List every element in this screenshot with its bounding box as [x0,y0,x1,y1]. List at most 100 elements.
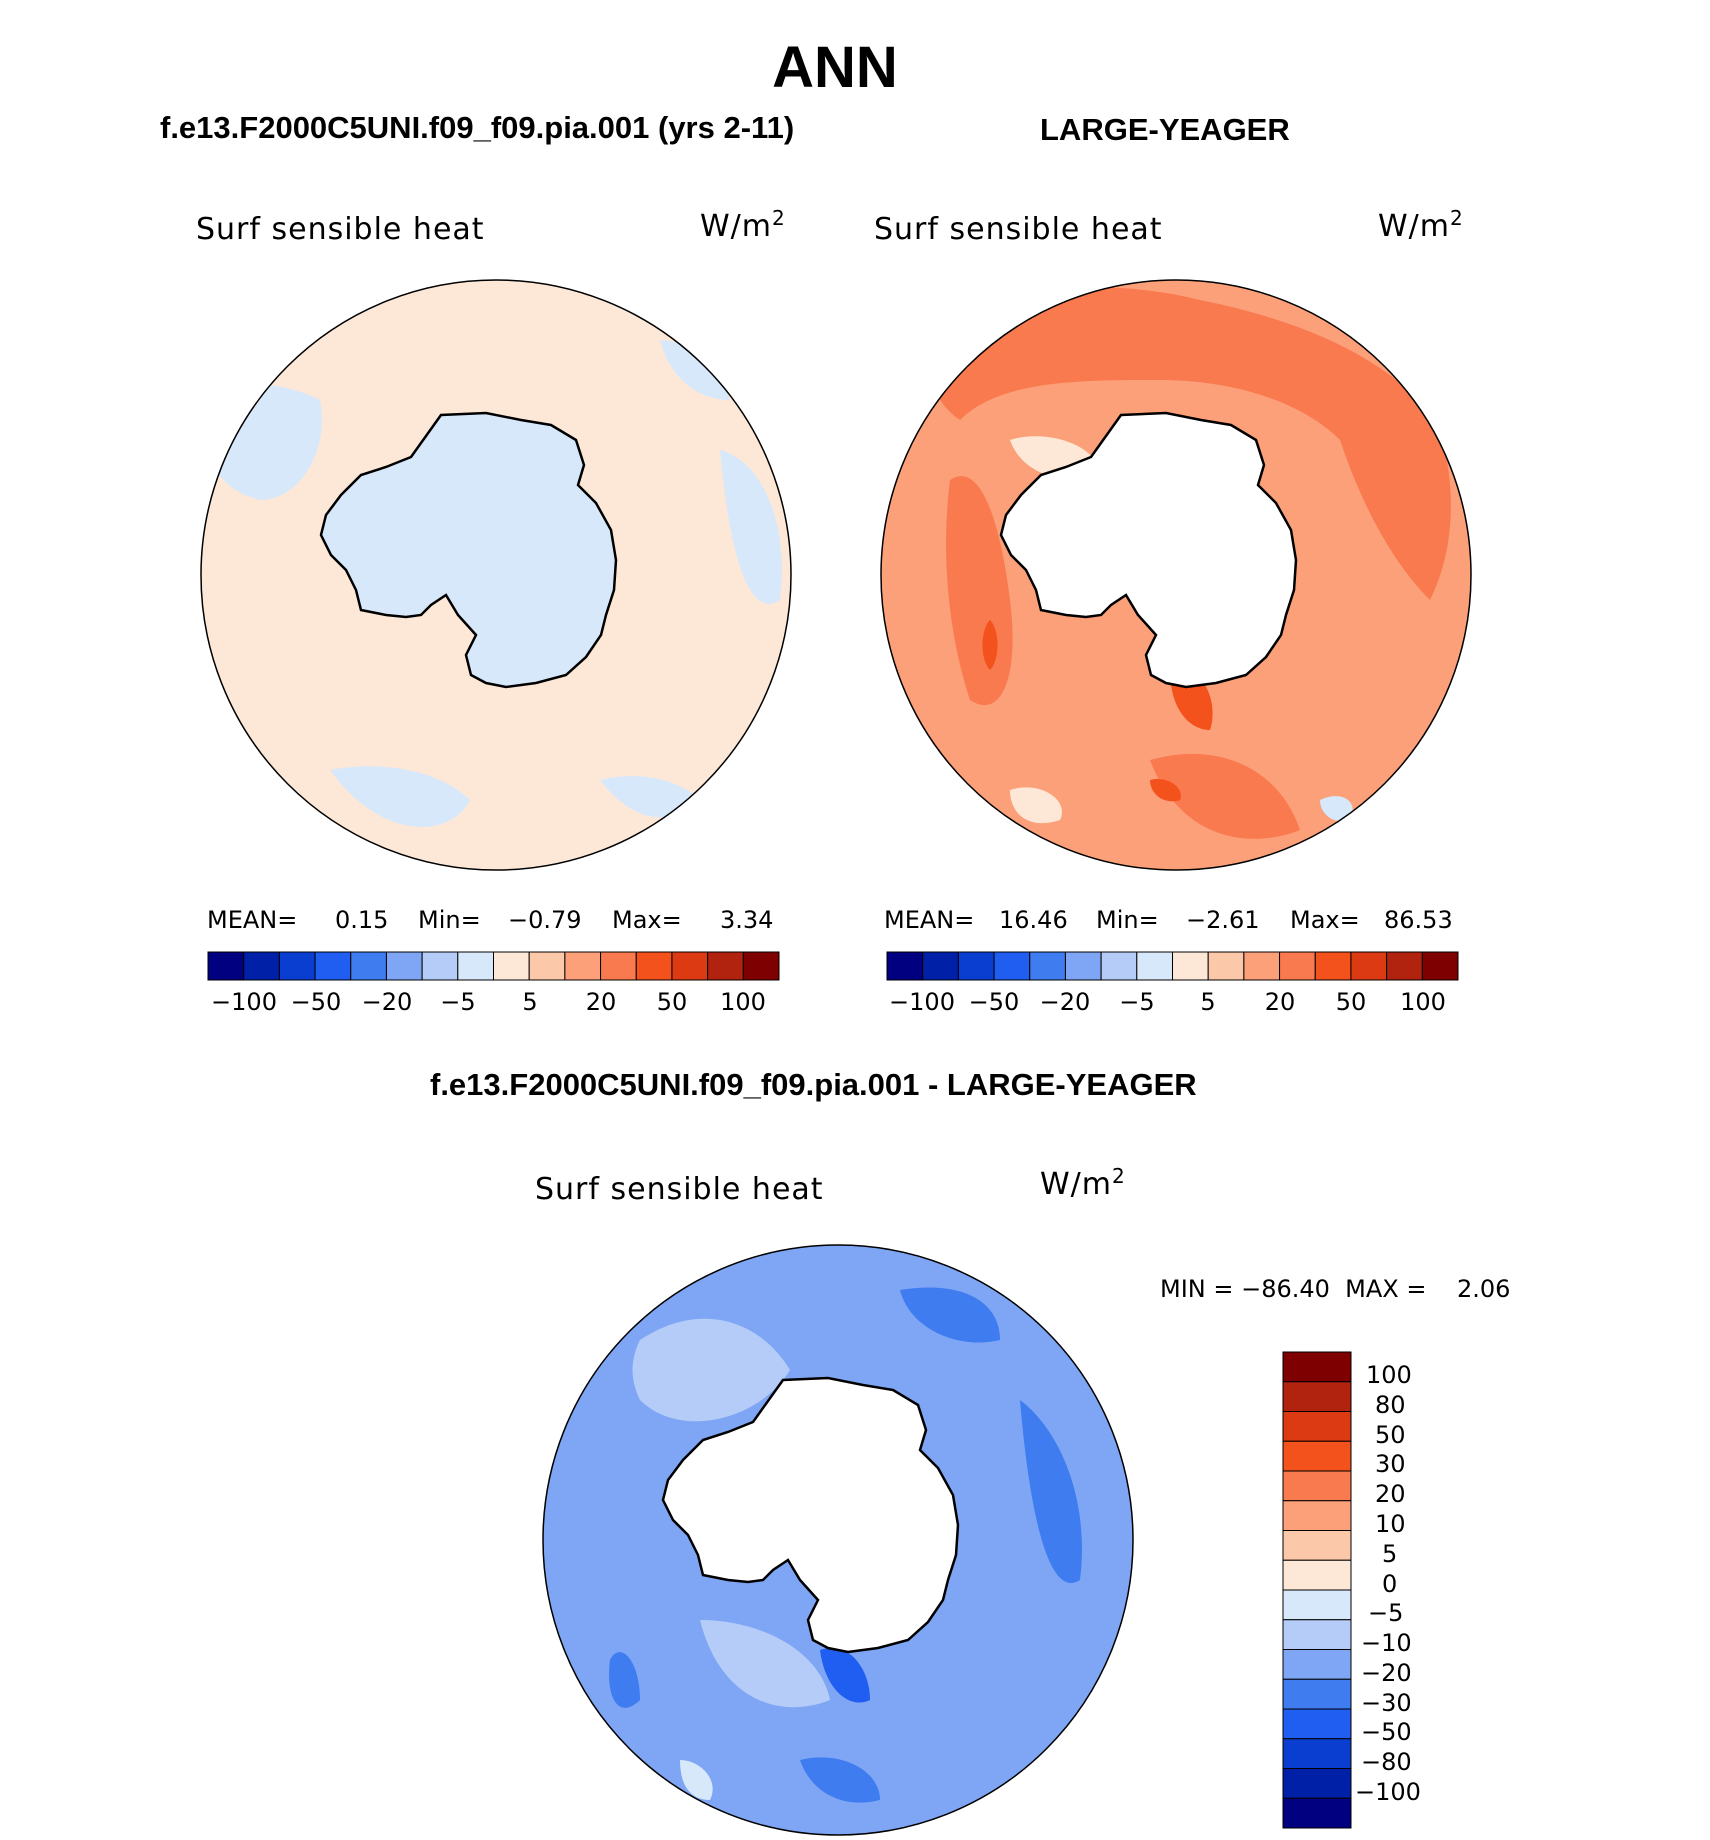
panel-2-title: LARGE-YEAGER [1040,112,1290,147]
colorbar-cell [493,951,530,981]
colorbar-tick: −20 [1361,1659,1412,1687]
colorbar-tick: 50 [1375,1421,1406,1449]
colorbar-tick: −20 [1039,988,1091,1016]
panel-2-map-border [880,279,1472,871]
colorbar-cell [1282,1797,1352,1829]
panel-3-title: f.e13.F2000C5UNI.f09_f09.pia.001 - LARGE… [430,1067,1197,1102]
panel-1-title: f.e13.F2000C5UNI.f09_f09.pia.001 (yrs 2-… [160,110,795,145]
panel-1-map-border [200,279,792,871]
panel-1-colorbar [207,951,780,981]
colorbar-cell [1282,1589,1352,1621]
colorbar-cell [1282,1530,1352,1561]
colorbar-cell [421,951,459,981]
colorbar-tick: −30 [1361,1689,1412,1717]
colorbar-tick: −20 [361,988,413,1016]
colorbar-cell [1172,951,1209,981]
colorbar-cell [1282,1678,1352,1710]
panel-3-colorbar [1282,1351,1352,1829]
colorbar-cell [1421,951,1459,981]
colorbar-tick: 30 [1375,1450,1406,1478]
colorbar-cell [993,951,1031,981]
colorbar-tick: 20 [585,988,617,1016]
colorbar-cell [957,951,995,981]
panel-3-map [543,1245,1133,1835]
panel-2-max-label: Max= [1290,906,1360,934]
colorbar-cell [1029,951,1066,981]
colorbar-cell [1282,1738,1352,1769]
colorbar-tick: −50 [1361,1718,1412,1746]
panel-2-max-value: 86.53 [1384,906,1453,934]
panel-3-unit: W/m2 [1040,1164,1126,1202]
colorbar-cell [385,951,423,981]
colorbar-tick: −5 [1119,988,1155,1016]
panel-1-min-value: −0.79 [508,906,582,934]
colorbar-tick: −5 [1368,1599,1404,1627]
colorbar-tick: 100 [1400,988,1446,1016]
panel-2-mean-value: 16.46 [999,906,1068,934]
colorbar-tick: 5 [1200,988,1216,1016]
panel-1-mean-label: MEAN= [207,906,298,934]
colorbar-cell [1100,951,1138,981]
colorbar-tick: 5 [522,988,538,1016]
panel-2-variable-label: Surf sensible heat [874,212,1163,247]
panel-2-colorbar [886,951,1459,981]
colorbar-cell [1282,1500,1352,1531]
colorbar-cell [1243,951,1281,981]
colorbar-tick: 80 [1375,1391,1406,1419]
colorbar-tick: 5 [1382,1540,1398,1568]
panel-3-stats: MIN = −86.40 MAX = 2.06 [1160,1275,1511,1303]
colorbar-cell [1314,951,1352,981]
colorbar-cell [1282,1470,1352,1502]
colorbar-cell [1282,1708,1352,1740]
colorbar-cell [1279,951,1316,981]
colorbar-cell [350,951,387,981]
colorbar-cell [1282,1440,1352,1472]
panel-2-map [881,280,1471,870]
colorbar-tick: 50 [1335,988,1367,1016]
colorbar-cell [600,951,637,981]
colorbar-cell [1282,1559,1352,1591]
colorbar-cell [1207,951,1245,981]
colorbar-cell [1282,1351,1352,1383]
colorbar-tick: −10 [1361,1629,1412,1657]
colorbar-tick: 100 [1366,1361,1412,1389]
colorbar-cell [1282,1619,1352,1650]
panel-2-unit: W/m2 [1378,206,1464,244]
colorbar-cell [886,951,924,981]
colorbar-tick: 20 [1375,1480,1406,1508]
panel-1-unit: W/m2 [700,206,786,244]
colorbar-cell [457,951,494,981]
panel-3-map-border [542,1244,1134,1836]
colorbar-cell [528,951,566,981]
colorbar-tick: 10 [1375,1510,1406,1538]
colorbar-cell [1282,1649,1352,1680]
panel-1-variable-label: Surf sensible heat [196,212,485,247]
colorbar-cell [1136,951,1173,981]
figure-title: ANN [772,35,898,100]
colorbar-tick: −100 [211,988,277,1016]
colorbar-tick: −50 [968,988,1020,1016]
colorbar-cell [671,951,709,981]
panel-2-min-value: −2.61 [1186,906,1260,934]
panel-1-mean-value: 0.15 [335,906,389,934]
colorbar-tick: −100 [889,988,955,1016]
colorbar-cell [278,951,316,981]
panel-3-variable-label: Surf sensible heat [535,1172,824,1207]
colorbar-tick: −50 [290,988,342,1016]
colorbar-cell [635,951,673,981]
panel-2-min-label: Min= [1096,906,1159,934]
colorbar-tick: 100 [720,988,766,1016]
panel-1-map [201,280,791,870]
colorbar-cell [314,951,352,981]
colorbar-tick: 50 [656,988,688,1016]
panel-1-min-label: Min= [418,906,481,934]
colorbar-tick: 20 [1264,988,1296,1016]
panel-1-max-label: Max= [612,906,682,934]
colorbar-cell [1386,951,1423,981]
colorbar-cell [707,951,744,981]
colorbar-cell [1350,951,1388,981]
colorbar-cell [922,951,959,981]
colorbar-tick: −5 [440,988,476,1016]
colorbar-cell [1282,1381,1352,1412]
